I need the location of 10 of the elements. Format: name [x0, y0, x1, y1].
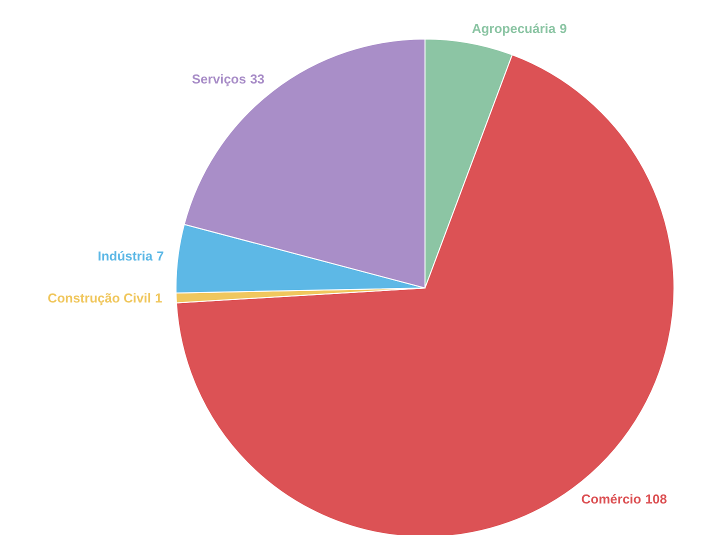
slice-label: Comércio — [581, 492, 642, 507]
data-label: 33 — [250, 72, 265, 87]
data-label: 9 — [560, 21, 567, 36]
slice-label: Construção Civil — [48, 290, 151, 306]
slice-label: Indústria — [98, 248, 154, 264]
slice-label: Agropecuária — [472, 21, 556, 36]
data-label: 7 — [156, 248, 164, 264]
slice-label: Serviços — [192, 72, 246, 87]
data-label: 108 — [645, 492, 667, 507]
data-label: 1 — [154, 290, 162, 306]
